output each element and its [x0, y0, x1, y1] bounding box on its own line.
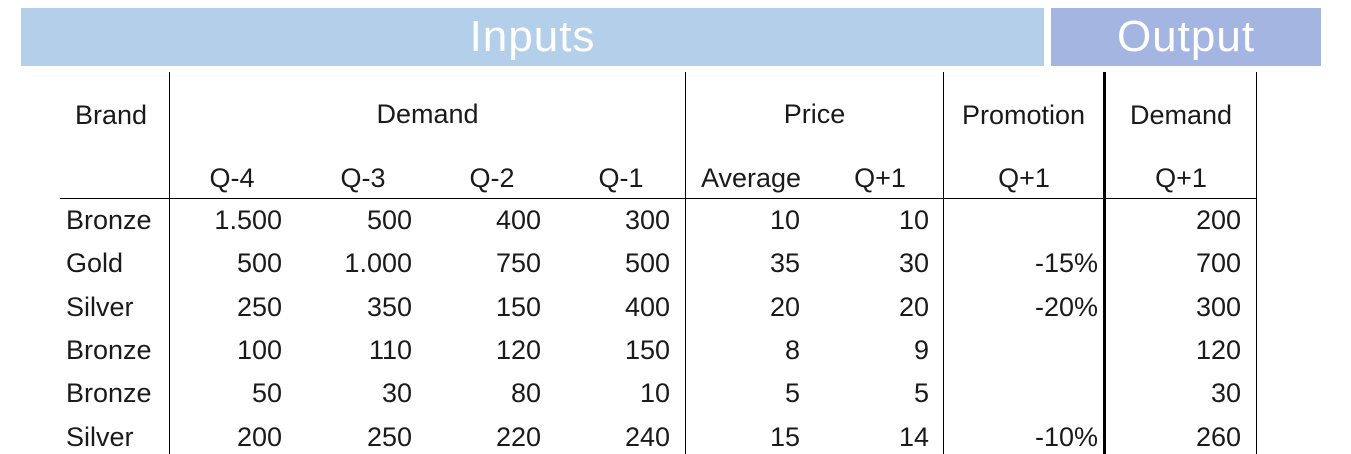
cell-price-q+1: 30	[898, 248, 929, 278]
cell-price-q+1: 14	[898, 422, 929, 452]
row-brand: Silver	[66, 422, 134, 452]
cell-q-4: 500	[236, 248, 282, 278]
cell-q-3: 110	[368, 335, 412, 365]
row-brand: Silver	[66, 292, 134, 322]
cell-price-average: 20	[769, 292, 800, 322]
header-demand: Demand	[376, 99, 479, 129]
header-output-demand: Demand	[1129, 100, 1233, 130]
cell-price-q+1: 5	[913, 378, 929, 408]
cell-output-demand-q+1: 30	[1210, 378, 1241, 408]
subheader-q-1: Q-1	[598, 163, 644, 193]
cell-q-4: 1.500	[214, 205, 282, 235]
row-brand: Bronze	[66, 378, 152, 408]
output-banner: Output	[1051, 8, 1321, 66]
subheader-q-4: Q-4	[209, 163, 255, 193]
cell-q-1: 400	[624, 292, 670, 322]
cell-output-demand-q+1: 300	[1195, 292, 1241, 322]
cell-price-average: 35	[769, 248, 800, 278]
cell-q-2: 120	[495, 335, 541, 365]
subheader-output-q+1: Q+1	[1155, 163, 1207, 193]
cell-q-2: 80	[510, 378, 541, 408]
cell-price-q+1: 10	[898, 205, 929, 235]
cell-promotion-q+1: -15%	[1034, 248, 1098, 278]
header-divider	[60, 198, 1257, 199]
cell-price-q+1: 20	[898, 292, 929, 322]
cell-price-average: 8	[784, 335, 800, 365]
cell-q-1: 500	[624, 248, 670, 278]
grid-line	[169, 72, 170, 454]
header-price: Price	[783, 99, 846, 129]
cell-q-1: 240	[624, 422, 670, 452]
grid-line	[943, 72, 944, 454]
row-brand: Bronze	[66, 205, 152, 235]
subheader-q-3: Q-3	[340, 163, 386, 193]
cell-price-q+1: 9	[913, 335, 929, 365]
cell-price-average: 15	[769, 422, 800, 452]
cell-output-demand-q+1: 200	[1195, 205, 1241, 235]
grid-line	[685, 72, 686, 454]
cell-q-3: 350	[366, 292, 412, 322]
subheader-price-q+1: Q+1	[854, 163, 906, 193]
inputs-banner: Inputs	[21, 8, 1044, 66]
cell-q-2: 220	[495, 422, 541, 452]
cell-output-demand-q+1: 700	[1195, 248, 1241, 278]
cell-q-3: 1.000	[344, 248, 412, 278]
cell-q-1: 300	[624, 205, 670, 235]
cell-q-4: 50	[251, 378, 282, 408]
subheader-q-2: Q-2	[469, 163, 515, 193]
cell-q-1: 150	[624, 335, 670, 365]
subheader-price-average: Average	[700, 163, 802, 193]
cell-q-2: 750	[495, 248, 541, 278]
cell-q-1: 10	[639, 378, 670, 408]
header-brand: Brand	[75, 100, 148, 130]
row-brand: Bronze	[66, 335, 152, 365]
cell-q-3: 250	[366, 422, 412, 452]
cell-output-demand-q+1: 260	[1195, 422, 1241, 452]
cell-promotion-q+1: -20%	[1034, 292, 1098, 322]
cell-q-3: 30	[381, 378, 412, 408]
cell-q-2: 400	[495, 205, 541, 235]
row-brand: Gold	[66, 248, 124, 278]
cell-q-4: 250	[236, 292, 282, 322]
cell-q-4: 200	[236, 422, 282, 452]
cell-promotion-q+1: -10%	[1034, 422, 1098, 452]
subheader-promotion-q+1: Q+1	[998, 163, 1050, 193]
grid-line	[1256, 72, 1257, 454]
cell-price-average: 5	[784, 378, 800, 408]
cell-price-average: 10	[769, 205, 800, 235]
cell-output-demand-q+1: 120	[1195, 335, 1241, 365]
header-promotion: Promotion	[961, 100, 1086, 130]
cell-q-3: 500	[366, 205, 412, 235]
inputs-output-divider	[1103, 72, 1106, 454]
cell-q-4: 100	[236, 335, 282, 365]
cell-q-2: 150	[495, 292, 541, 322]
